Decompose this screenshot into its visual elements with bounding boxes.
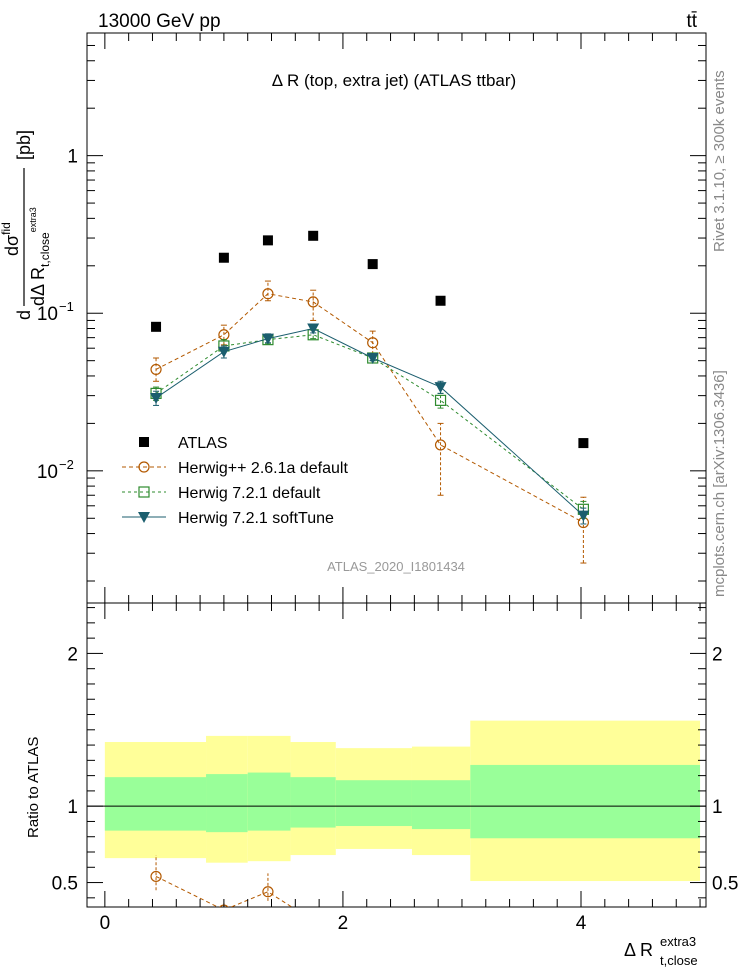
ratio-point <box>308 916 318 926</box>
legend-herwig721-label: Herwig 7.2.1 default <box>178 485 321 502</box>
data-point <box>577 510 590 522</box>
data-point <box>150 363 162 376</box>
ratio-series-line <box>155 875 293 907</box>
ratio-y-tick-label: 1 <box>67 797 78 818</box>
legend-softtune-marker <box>138 512 150 523</box>
data-point <box>434 439 447 451</box>
main-ticks: 10 −210 −11 <box>37 32 706 603</box>
ratio-band-inner <box>290 777 336 828</box>
ratio-y-tick-label-right: 0.5 <box>712 874 738 895</box>
ratio-bands <box>104 720 701 882</box>
legend: ATLAS Herwig++ 2.6.1a default Herwig 7.2… <box>122 435 348 527</box>
ratio-band-inner <box>247 772 291 831</box>
legend-softtune-label: Herwig 7.2.1 softTune <box>178 510 334 527</box>
data-point <box>366 352 379 364</box>
legend-atlas-marker <box>139 437 149 447</box>
data-point <box>261 333 274 345</box>
data-point <box>151 321 162 332</box>
ratio-band-inner <box>470 764 701 839</box>
data-point <box>217 346 230 358</box>
data-point <box>307 323 320 335</box>
ratio-band-inner <box>104 777 207 831</box>
data-point <box>262 235 273 246</box>
data-point <box>367 259 378 270</box>
data-point <box>434 382 447 394</box>
x-axis-label: Δ R extra3 t,close <box>624 934 698 968</box>
header-right: tt̄ <box>686 11 697 32</box>
data-point <box>307 296 319 308</box>
data-point <box>435 295 446 306</box>
data-point <box>308 230 319 241</box>
data-point <box>150 392 163 404</box>
ratio-ticks: 0.5 0.5 1 1 2 2 0 2 4 <box>52 603 738 934</box>
y-tick-label: 10 <box>37 462 58 483</box>
series-line <box>155 293 584 523</box>
header-left: 13000 GeV pp <box>98 11 221 32</box>
ratio-y-tick-label: 2 <box>67 644 78 665</box>
legend-herwigpp-label: Herwig++ 2.6.1a default <box>178 460 348 477</box>
mcplots-label: mcplots.cern.ch [arXiv:1306.3436] <box>711 370 728 597</box>
data-point <box>218 252 229 263</box>
ratio-panel-frame <box>86 602 707 908</box>
chart-title: Δ R (top, extra jet) (ATLAS ttbar) <box>272 71 516 90</box>
ratio-y-axis-label: Ratio to ATLAS <box>25 737 42 838</box>
y-axis-label-unit: [pb] <box>14 130 34 160</box>
data-point <box>434 394 447 406</box>
y-tick-label-exp: −1 <box>59 299 74 314</box>
y-axis-label-numerator: dσfid <box>0 222 22 256</box>
series-1 <box>150 280 589 564</box>
x-tick-label: 0 <box>100 913 111 934</box>
analysis-watermark: ATLAS_2020_I1801434 <box>327 559 465 574</box>
legend-herwig721-marker <box>138 486 150 498</box>
ratio-band-inner <box>206 774 248 833</box>
legend-atlas-label: ATLAS <box>178 435 228 452</box>
y-axis-label: d dσfid dΔ Rt,closeextra3 [pb] <box>0 130 52 320</box>
x-tick-label: 4 <box>576 913 587 934</box>
y-tick-label: 1 <box>67 147 78 168</box>
y-axis-label-d: d <box>14 310 34 320</box>
y-axis-label-denominator: dΔ Rt,closeextra3 <box>28 207 52 306</box>
data-point <box>578 438 589 449</box>
data-point <box>262 288 274 300</box>
ratio-series <box>150 855 318 926</box>
series-0 <box>151 230 589 449</box>
ratio-series-group <box>150 855 318 926</box>
x-axis-label-main: Δ R <box>624 940 653 960</box>
legend-herwigpp-marker <box>138 461 150 473</box>
rivet-version-label: Rivet 3.1.10, ≥ 300k events <box>711 70 728 252</box>
ratio-point <box>150 870 162 883</box>
x-axis-label-sub: t,close <box>660 953 698 968</box>
ratio-y-tick-label-right: 2 <box>712 644 723 665</box>
y-tick-label-exp: −2 <box>59 457 74 472</box>
ratio-y-tick-label: 0.5 <box>52 874 78 895</box>
ratio-point <box>262 886 274 898</box>
ratio-band-inner <box>411 780 471 830</box>
x-axis-label-sup: extra3 <box>660 934 696 949</box>
y-tick-label: 10 <box>37 304 58 325</box>
series-layer <box>150 230 590 564</box>
ratio-y-tick-label-right: 1 <box>712 797 723 818</box>
data-point <box>367 337 379 349</box>
series-3 <box>150 323 590 525</box>
ratio-band-inner <box>335 780 412 827</box>
x-tick-label: 2 <box>338 913 349 934</box>
